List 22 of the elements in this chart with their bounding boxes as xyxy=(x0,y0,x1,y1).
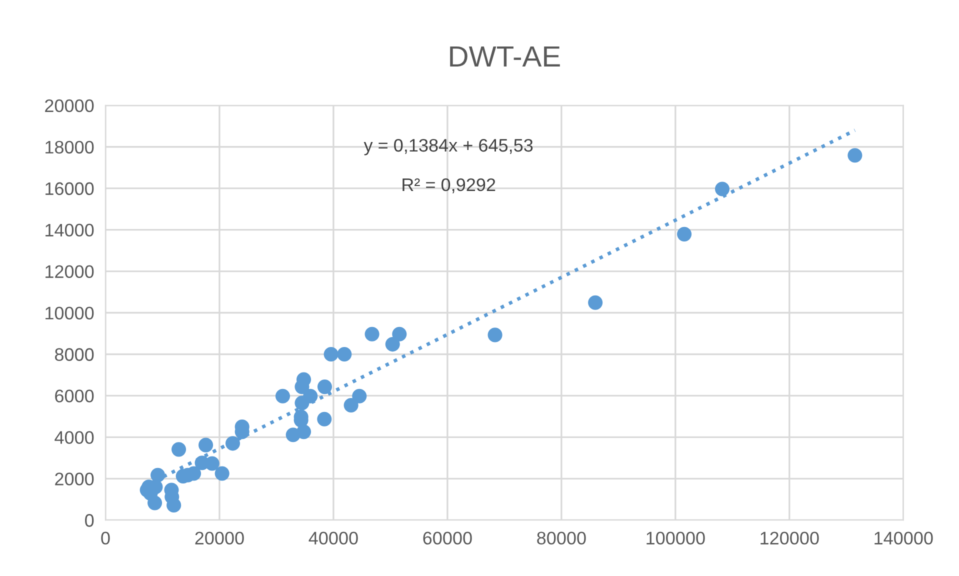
y-tick-label: 12000 xyxy=(46,265,94,278)
x-tick-label: 40000 xyxy=(308,532,358,544)
y-tick-label: 20000 xyxy=(45,99,94,112)
y-tick-label: 10000 xyxy=(46,306,94,320)
x-tick-label: 60000 xyxy=(423,532,472,544)
y-tick-label: 6000 xyxy=(55,390,94,402)
x-tick-label: 0 xyxy=(101,532,110,544)
annotation: y = 0,1384x + 645,53 xyxy=(364,138,533,156)
x-tick-label: 100000 xyxy=(646,532,705,544)
x-tick-label: 140000 xyxy=(874,532,933,544)
y-tick-label: 2000 xyxy=(55,472,94,486)
x-tick-label: 120000 xyxy=(760,532,819,544)
y-tick-label: 18000 xyxy=(46,140,94,154)
y-tick-label: 0 xyxy=(85,514,94,527)
y-tick-label: 14000 xyxy=(46,224,94,237)
y-tick-label: 4000 xyxy=(54,431,94,444)
annotation: R² = 0,9292 xyxy=(402,178,496,194)
x-tick-label: 80000 xyxy=(537,532,586,544)
x-tick-label: 20000 xyxy=(195,532,244,544)
y-tick-label: 16000 xyxy=(46,182,94,196)
chart-title: DWT-AE xyxy=(450,46,560,67)
y-tick-label: 8000 xyxy=(55,348,94,361)
